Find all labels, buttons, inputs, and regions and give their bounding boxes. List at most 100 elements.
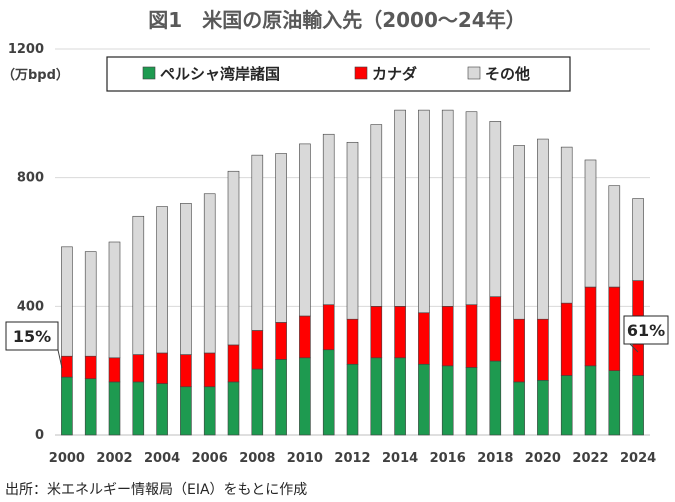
bar-segment — [370, 124, 383, 307]
bar-segment — [108, 357, 121, 383]
bar-segment — [584, 159, 597, 288]
bar-segment — [441, 109, 454, 307]
bar-segment — [418, 109, 430, 314]
legend-swatch — [467, 66, 481, 80]
bar-segment — [560, 302, 573, 376]
bar-segment — [322, 349, 335, 436]
x-tick-label: 2024 — [620, 451, 656, 466]
bar-segment — [275, 322, 287, 360]
legend-label: その他 — [485, 65, 530, 83]
bar-segment — [180, 354, 192, 388]
bar-segment — [322, 133, 335, 306]
x-tick-label: 2010 — [287, 451, 323, 466]
bar-segment — [489, 360, 502, 436]
bar-segment — [441, 365, 454, 436]
x-tick-label: 2004 — [144, 451, 180, 466]
bar-segment — [180, 203, 192, 355]
bar-segment — [132, 215, 145, 355]
bar-segment — [156, 206, 168, 354]
callout-label: 15% — [13, 327, 51, 346]
bar-segment — [608, 185, 621, 288]
x-tick-labels: 2000 2002 2004 2006 2008 2010 2012 2014 2016 2018… — [49, 451, 656, 466]
callout-leader — [629, 343, 639, 353]
bar-segment — [180, 386, 192, 436]
y-tick-label: 0 — [35, 428, 44, 443]
callout-box — [5, 321, 59, 351]
legend-label: カナダ — [372, 65, 417, 83]
legend-swatch — [142, 66, 156, 80]
bar-segment — [203, 193, 216, 354]
bar-segment — [394, 109, 406, 307]
chart-title: 図1 米国の原油輸入先（2000〜24年） — [148, 8, 525, 32]
x-tick-label: 2002 — [96, 451, 132, 466]
bar-segment — [370, 357, 383, 436]
y-tick-label: 400 — [17, 299, 44, 314]
bar-segment — [299, 315, 311, 359]
x-tick-label: 2012 — [334, 451, 370, 466]
legend-box — [106, 56, 571, 92]
bar-segment — [251, 330, 264, 370]
bar-segment — [394, 306, 406, 359]
bar-segment — [299, 357, 311, 436]
bar-segment — [513, 318, 525, 383]
callouts: 15% 61% — [5, 315, 669, 369]
source-note: 出所：米エネルギー情報局（EIA）をもとに作成 — [5, 482, 307, 498]
bar-segment — [465, 367, 478, 436]
bar-segment — [84, 355, 97, 380]
bars — [61, 109, 644, 436]
x-tick-label: 2014 — [382, 451, 418, 466]
bar-segment — [537, 138, 549, 320]
bar-segment — [251, 154, 264, 331]
bar-segment — [346, 318, 359, 365]
x-tick-label: 2020 — [525, 451, 561, 466]
bar-segment — [441, 306, 454, 367]
bar-segment — [632, 375, 644, 436]
bar-segment — [84, 378, 97, 436]
bar-segment — [632, 198, 644, 281]
bar-segment — [203, 386, 216, 436]
bar-segment — [465, 111, 478, 306]
y-tick-label: 1200 — [8, 42, 44, 57]
x-tick-label: 2006 — [192, 451, 228, 466]
legend-label: ペルシャ湾岸諸国 — [160, 65, 280, 83]
x-tick-label: 2008 — [239, 451, 275, 466]
x-tick-label: 2000 — [49, 451, 85, 466]
legend: ペルシャ湾岸諸国 カナダ その他 — [106, 56, 571, 92]
bar-segment — [489, 296, 502, 362]
bar-segment — [227, 381, 240, 436]
callout-leader — [57, 349, 63, 369]
bar-segment — [513, 145, 525, 320]
bar-segment — [560, 146, 573, 304]
bar-segment — [584, 286, 597, 367]
bar-segment — [513, 381, 525, 436]
x-tick-label: 2022 — [572, 451, 608, 466]
bar-segment — [227, 344, 240, 383]
y-axis-label: （万bpd） — [2, 67, 69, 83]
bar-segment — [465, 304, 478, 368]
callout-label: 61% — [627, 321, 665, 340]
y-tick-labels: 0 400 800 1200 — [8, 42, 44, 443]
bar-segment — [132, 381, 145, 436]
bar-segment — [608, 370, 621, 436]
bar-segment — [84, 251, 97, 357]
bar-segment — [537, 318, 549, 381]
bar-segment — [156, 352, 168, 384]
x-tick-label: 2018 — [477, 451, 513, 466]
bar-segment — [227, 170, 240, 346]
bar-segment — [61, 376, 73, 436]
bar-segment — [61, 355, 73, 378]
bar-segment — [275, 359, 287, 436]
bar-segment — [370, 306, 383, 359]
bar-segment — [299, 143, 311, 317]
bar-segment — [394, 357, 406, 436]
bar-segment — [61, 246, 73, 357]
bar-segment — [346, 363, 359, 436]
bar-segment — [346, 141, 359, 320]
bar-segment — [108, 241, 121, 359]
x-tick-label: 2016 — [430, 451, 466, 466]
y-tick-label: 800 — [17, 171, 44, 186]
bar-segment — [251, 368, 264, 436]
bar-segment — [275, 153, 287, 323]
bar-segment — [156, 383, 168, 436]
